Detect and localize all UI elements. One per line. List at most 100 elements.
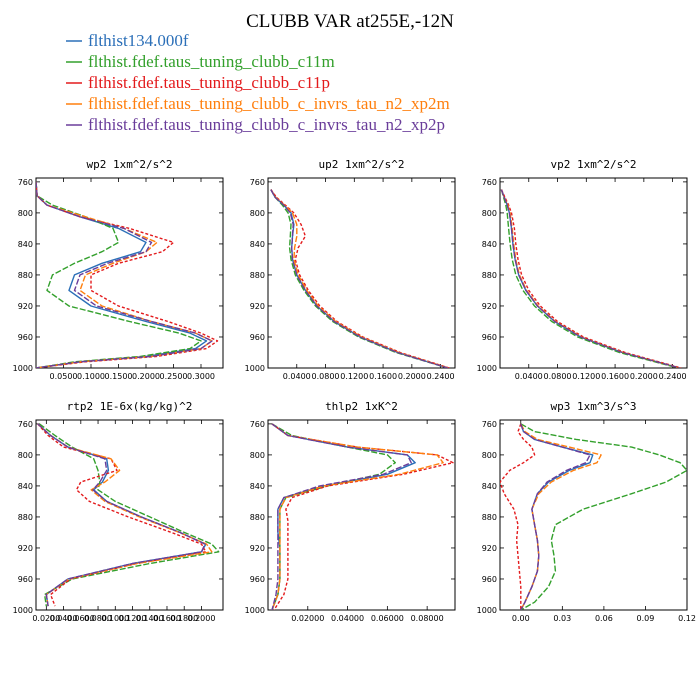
- panel-title: thlp2 1xK^2: [325, 400, 398, 413]
- series-line: [37, 423, 207, 607]
- y-tick-label: 920: [250, 302, 265, 311]
- y-tick-label: 960: [482, 333, 497, 342]
- series-line: [520, 423, 687, 610]
- series-line: [271, 423, 416, 610]
- y-tick-label: 960: [18, 333, 33, 342]
- x-tick-label: 0.02000: [291, 614, 324, 623]
- series-line: [500, 423, 536, 610]
- x-tick-label: 0.2000: [398, 372, 426, 381]
- y-tick-label: 920: [18, 302, 33, 311]
- x-tick-label: 0.1200: [340, 372, 368, 381]
- y-tick-label: 1000: [477, 364, 497, 373]
- x-tick-label: 0.1200: [572, 372, 600, 381]
- panel-title: rtp2 1E-6x(kg/kg)^2: [67, 400, 193, 413]
- panel-title: up2 1xm^2/s^2: [318, 158, 404, 171]
- y-tick-label: 960: [250, 575, 265, 584]
- plot-frame: [499, 177, 688, 369]
- x-tick-label: 0.00: [512, 614, 530, 623]
- x-tick-label: 0.04000: [331, 614, 364, 623]
- x-tick-label: 0.2000: [132, 372, 160, 381]
- series-line: [520, 423, 594, 610]
- y-tick-label: 760: [250, 420, 265, 429]
- x-tick-label: 0.09: [637, 614, 655, 623]
- series-line: [38, 423, 220, 607]
- y-tick-label: 960: [250, 333, 265, 342]
- x-tick-label: 0.2500: [160, 372, 188, 381]
- y-tick-label: 840: [18, 482, 33, 491]
- plot-frame: [267, 419, 456, 611]
- x-tick-label: 0.0800: [544, 372, 572, 381]
- y-tick-label: 800: [482, 451, 497, 460]
- panel-title: wp2 1xm^2/s^2: [86, 158, 172, 171]
- y-tick-label: 920: [482, 302, 497, 311]
- legend: flthist134.000f flthist.fdef.taus_tuning_…: [66, 31, 450, 134]
- y-tick-label: 880: [482, 513, 497, 522]
- series-line: [500, 189, 680, 368]
- y-tick-label: 1000: [13, 364, 33, 373]
- series-line: [271, 423, 444, 610]
- y-tick-label: 840: [18, 240, 33, 249]
- y-tick-label: 1000: [477, 606, 497, 615]
- plot-frame: [267, 177, 456, 369]
- x-tick-label: 0.0200: [32, 614, 60, 623]
- panels: wp2 1xm^2/s^2 760 800 840 880 920 960 1000 0.050…: [13, 158, 696, 623]
- y-tick-label: 840: [250, 482, 265, 491]
- y-tick-label: 1000: [245, 364, 265, 373]
- x-tick-label: 0.0400: [283, 372, 311, 381]
- series-line: [36, 181, 213, 368]
- y-tick-label: 1000: [245, 606, 265, 615]
- chart-panel: wp2 1xm^2/s^2 760 800 840 880 920 960 1000 0.050…: [13, 158, 224, 381]
- y-tick-label: 960: [18, 575, 33, 584]
- legend-label: flthist.fdef.taus_tuning_clubb_c11m: [88, 52, 335, 71]
- panel-title: vp2 1xm^2/s^2: [550, 158, 636, 171]
- chart-panel: wp3 1xm^3/s^3 760 800 840 880 920 960 1000 0.00 0…: [477, 400, 696, 623]
- series-line: [270, 189, 449, 368]
- x-tick-label: 0.06000: [371, 614, 404, 623]
- y-tick-label: 840: [250, 240, 265, 249]
- x-tick-label: 0.1400: [136, 614, 164, 623]
- series-line: [37, 423, 206, 607]
- y-tick-label: 840: [482, 240, 497, 249]
- series-line: [270, 189, 449, 368]
- series-line: [271, 423, 396, 610]
- plot-frame: [499, 419, 688, 611]
- x-tick-label: 0.0400: [50, 614, 78, 623]
- x-tick-label: 0.1600: [153, 614, 181, 623]
- x-tick-label: 0.06: [595, 614, 613, 623]
- y-tick-label: 880: [18, 513, 33, 522]
- y-tick-label: 880: [250, 513, 265, 522]
- x-tick-label: 0.1000: [101, 614, 129, 623]
- x-tick-label: 0.1800: [170, 614, 198, 623]
- y-tick-label: 760: [18, 420, 33, 429]
- y-tick-label: 960: [482, 575, 497, 584]
- y-tick-label: 880: [250, 271, 265, 280]
- figure-title: CLUBB VAR at255E,-12N: [246, 11, 454, 32]
- x-tick-label: 0.3000: [187, 372, 215, 381]
- legend-label: flthist134.000f: [88, 31, 189, 50]
- x-tick-label: 0.2400: [427, 372, 455, 381]
- series-line: [270, 189, 449, 368]
- x-tick-label: 0.2000: [630, 372, 658, 381]
- x-tick-label: 0.03: [553, 614, 571, 623]
- legend-label: flthist.fdef.taus_tuning_clubb_c_invrs_t…: [88, 115, 445, 134]
- legend-label: flthist.fdef.taus_tuning_clubb_c11p: [88, 73, 330, 92]
- x-tick-label: 0.2000: [187, 614, 215, 623]
- y-tick-label: 760: [250, 178, 265, 187]
- series-line: [36, 181, 213, 368]
- x-tick-label: 0.1600: [369, 372, 397, 381]
- y-tick-label: 760: [18, 178, 33, 187]
- y-tick-label: 920: [482, 544, 497, 553]
- panel-title: wp3 1xm^3/s^3: [550, 400, 636, 413]
- x-tick-label: 0.1200: [119, 614, 147, 623]
- y-tick-label: 1000: [13, 606, 33, 615]
- y-tick-label: 760: [482, 420, 497, 429]
- y-tick-label: 880: [482, 271, 497, 280]
- series-line: [500, 189, 682, 368]
- series-line: [37, 423, 213, 607]
- legend-label: flthist.fdef.taus_tuning_clubb_c_invrs_t…: [88, 94, 450, 113]
- x-tick-label: 0.2400: [659, 372, 687, 381]
- x-tick-label: 0.1600: [601, 372, 629, 381]
- series-line: [520, 423, 591, 610]
- x-tick-label: 0.08000: [411, 614, 444, 623]
